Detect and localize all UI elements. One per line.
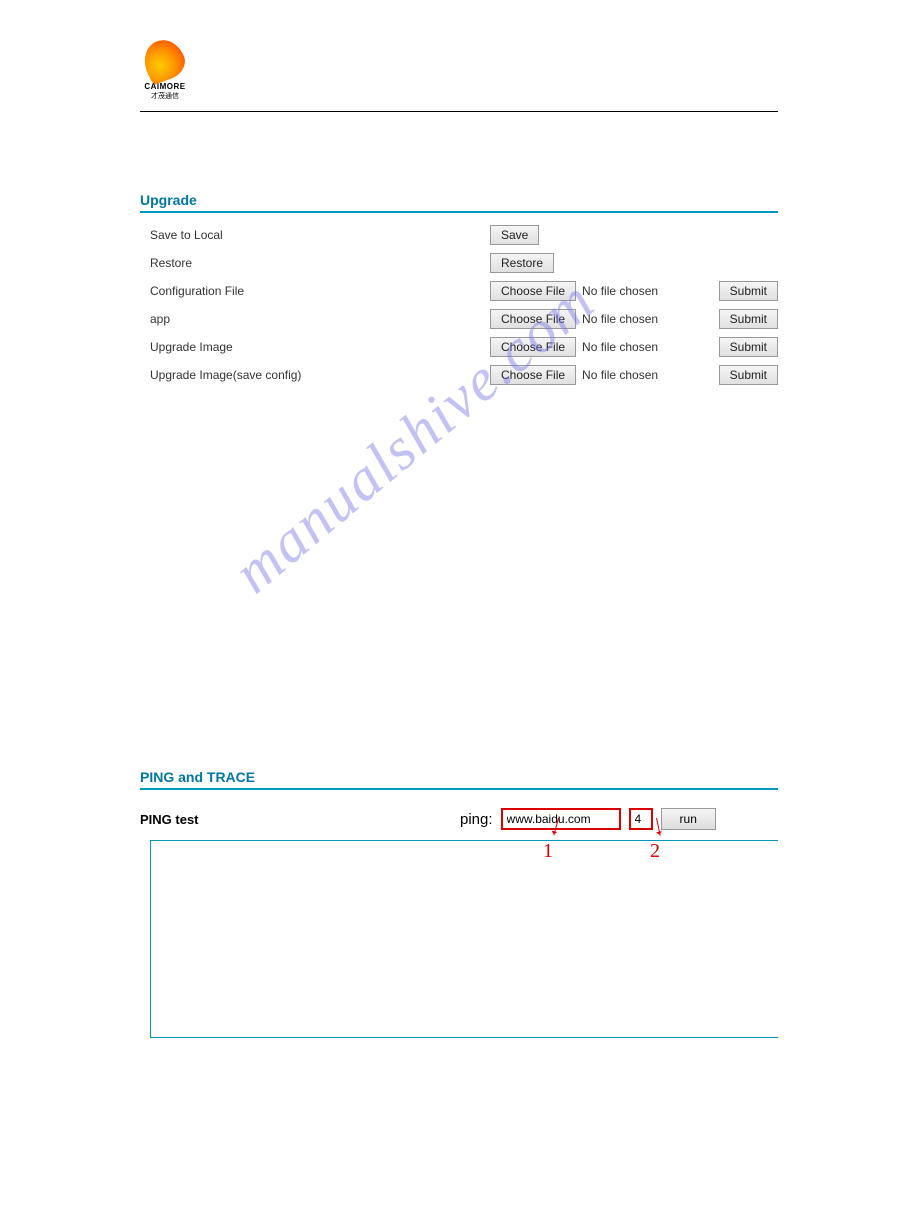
ping-label: ping:: [460, 811, 493, 828]
save-button[interactable]: Save: [490, 225, 539, 245]
choose-file-image-button[interactable]: Choose File: [490, 337, 576, 357]
ping-section: PING and TRACE PING test ping: run 1 2: [140, 769, 778, 1038]
ping-count-input[interactable]: [629, 808, 653, 830]
brand-logo: CAIMORE 才茂通信: [140, 40, 190, 105]
file-status-image-save: No file chosen: [582, 368, 658, 382]
file-status-app: No file chosen: [582, 312, 658, 326]
logo-sub-text: 才茂通信: [140, 91, 190, 101]
ping-test-label: PING test: [140, 812, 460, 827]
ping-section-title: PING and TRACE: [140, 769, 778, 790]
row-config-file: Configuration File Choose File No file c…: [140, 277, 778, 305]
file-status-image: No file chosen: [582, 340, 658, 354]
choose-file-config-button[interactable]: Choose File: [490, 281, 576, 301]
label-app: app: [150, 312, 490, 326]
submit-image-button[interactable]: Submit: [719, 337, 778, 357]
file-status-config: No file chosen: [582, 284, 658, 298]
row-upgrade-image-save: Upgrade Image(save config) Choose File N…: [140, 361, 778, 389]
page-header: CAIMORE 才茂通信: [140, 40, 778, 112]
submit-app-button[interactable]: Submit: [719, 309, 778, 329]
annotation-label-2: 2: [650, 840, 660, 863]
logo-flame-icon: [138, 34, 189, 85]
annotation-label-1: 1: [543, 840, 553, 863]
choose-file-image-save-button[interactable]: Choose File: [490, 365, 576, 385]
logo-brand-text: CAIMORE: [140, 82, 190, 91]
restore-button[interactable]: Restore: [490, 253, 554, 273]
label-save-to-local: Save to Local: [150, 228, 490, 242]
ping-host-input[interactable]: [501, 808, 621, 830]
row-upgrade-image: Upgrade Image Choose File No file chosen…: [140, 333, 778, 361]
submit-image-save-button[interactable]: Submit: [719, 365, 778, 385]
label-restore: Restore: [150, 256, 490, 270]
row-save-to-local: Save to Local Save: [140, 221, 778, 249]
row-restore: Restore Restore: [140, 249, 778, 277]
ping-test-row: PING test ping: run: [140, 798, 778, 836]
upgrade-section-title: Upgrade: [140, 192, 778, 213]
label-config-file: Configuration File: [150, 284, 490, 298]
ping-result-box: [150, 840, 778, 1038]
row-app: app Choose File No file chosen Submit: [140, 305, 778, 333]
choose-file-app-button[interactable]: Choose File: [490, 309, 576, 329]
label-upgrade-image: Upgrade Image: [150, 340, 490, 354]
run-button[interactable]: run: [661, 808, 716, 830]
content-area: Upgrade Save to Local Save Restore Resto…: [140, 192, 778, 1038]
label-upgrade-image-save: Upgrade Image(save config): [150, 368, 490, 382]
submit-config-button[interactable]: Submit: [719, 281, 778, 301]
